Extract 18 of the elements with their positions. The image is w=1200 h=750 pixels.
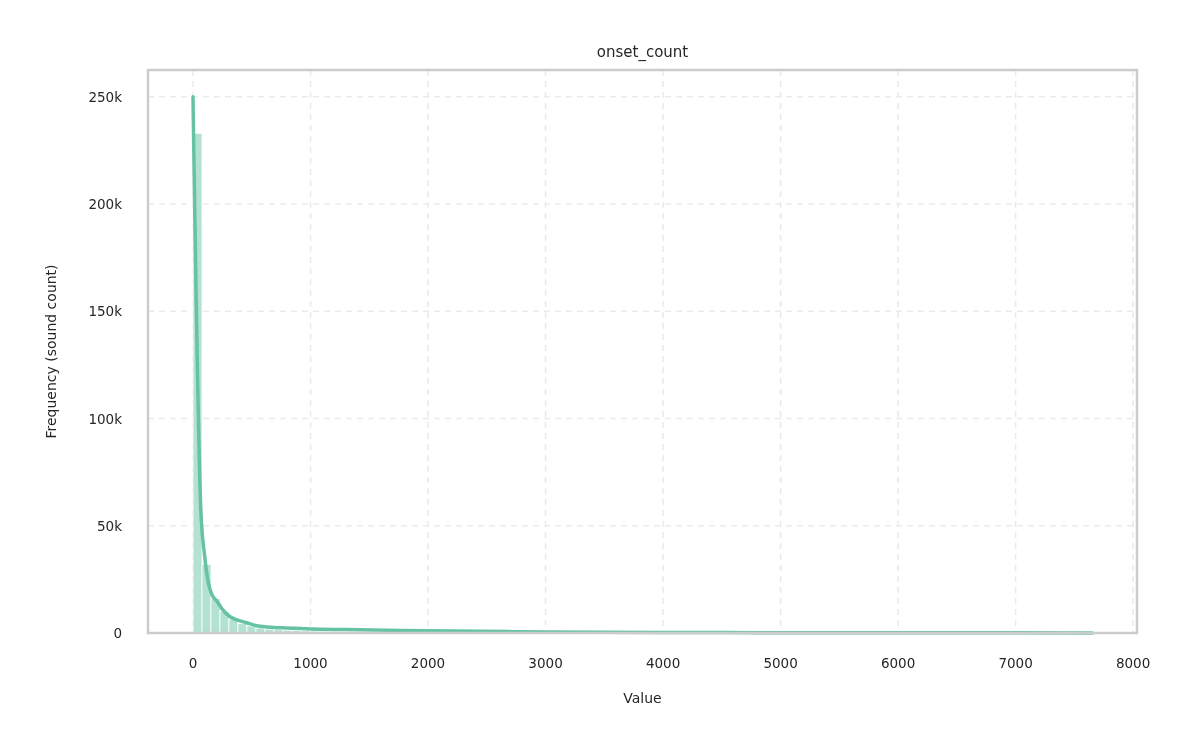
y-tick-label: 150k	[88, 303, 123, 320]
y-tick-label: 250k	[88, 88, 123, 105]
x-axis-title: Value	[623, 690, 662, 706]
y-tick-label: 200k	[88, 196, 123, 213]
x-tick-label: 0	[188, 655, 198, 671]
y-axis-title: Frequency (sound count)	[43, 264, 59, 439]
x-tick-label: 7000	[998, 655, 1033, 671]
y-tick-label: 50k	[97, 517, 123, 534]
x-tick-label: 8000	[1115, 655, 1151, 671]
x-tick-label: 6000	[880, 655, 916, 671]
x-tick-label: 3000	[528, 655, 563, 671]
x-tick-label: 1000	[293, 655, 328, 671]
x-tick-label: 4000	[645, 655, 681, 671]
y-tick-label: 0	[113, 625, 122, 641]
x-tick-label: 2000	[410, 655, 446, 671]
x-tick-label: 5000	[763, 655, 798, 671]
y-tick-label: 100k	[88, 410, 123, 427]
chart-title: onset_count	[596, 43, 689, 62]
